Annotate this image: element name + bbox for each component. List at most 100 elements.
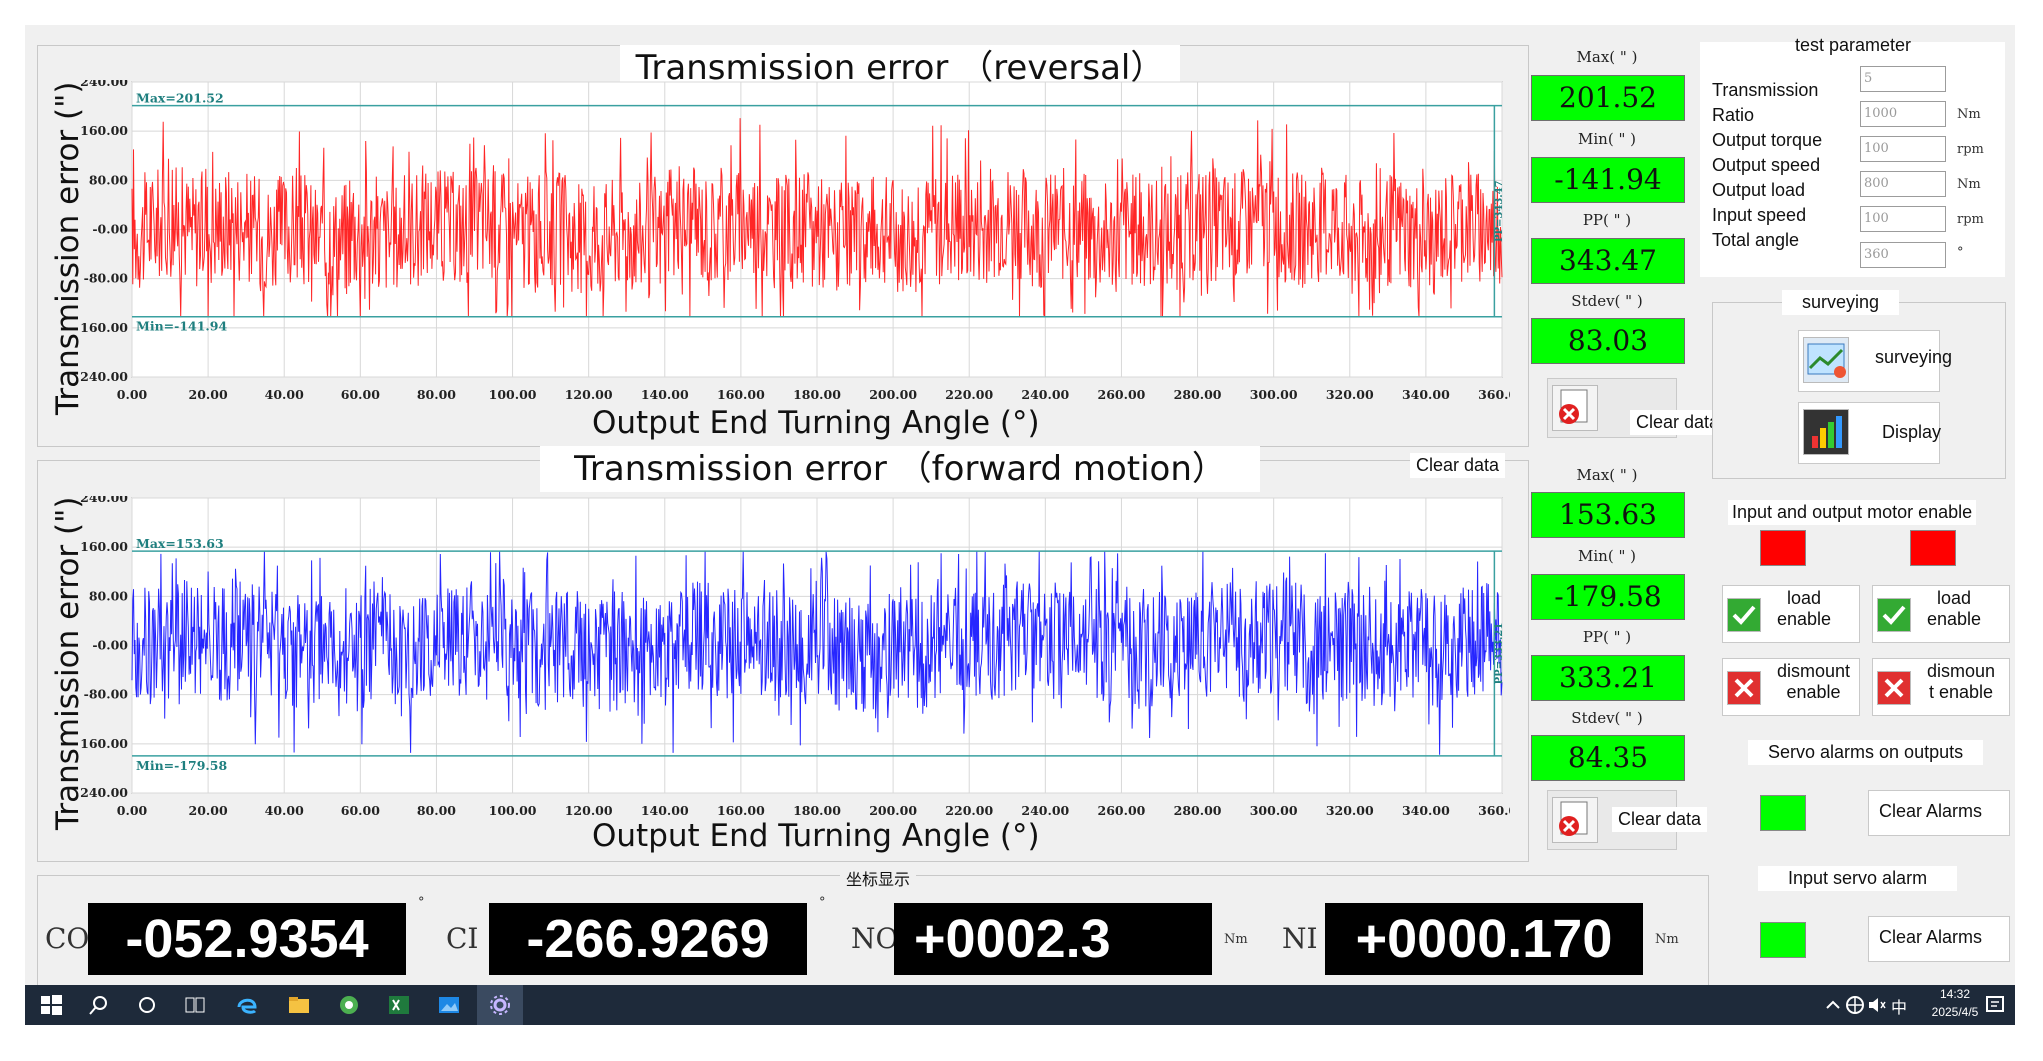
- y-tick-label: 80.00: [89, 172, 128, 187]
- chevron-up-icon[interactable]: [1821, 993, 1845, 1017]
- forward-clear-data-top-label[interactable]: Clear data: [1410, 453, 1506, 478]
- reversal-pp-value: 343.47: [1531, 238, 1685, 284]
- network-icon[interactable]: [1843, 993, 1867, 1017]
- ni-unit: Nm: [1655, 932, 1679, 947]
- file-explorer-icon[interactable]: [287, 993, 311, 1017]
- y-tick-label: 240.00: [80, 80, 128, 89]
- transmission-ratio-input[interactable]: 5: [1860, 66, 1946, 92]
- x-tick-label: 260.00: [1098, 803, 1146, 818]
- reversal-stdev-label: Stdev( " ): [1571, 292, 1643, 310]
- volume-icon[interactable]: [1865, 993, 1889, 1017]
- param-label-transmission: Transmission: [1712, 80, 1819, 100]
- test-parameter-header: test parameter: [1795, 35, 1912, 55]
- browser-icon[interactable]: [337, 993, 361, 1017]
- clear-data-icon: [1552, 797, 1598, 843]
- data-series-line: [131, 551, 1503, 755]
- x-tick-label: 300.00: [1250, 803, 1298, 818]
- x-tick-label: 100.00: [489, 803, 537, 818]
- x-tick-label: 200.00: [869, 803, 917, 818]
- param-label-output-load: Output load: [1712, 180, 1806, 200]
- forward-stdev-label: Stdev( " ): [1571, 709, 1643, 727]
- forward-chart-title: Transmission error （forward motion）: [540, 446, 1260, 492]
- ci-readout: -266.9269: [489, 903, 807, 975]
- input-speed-input[interactable]: 100: [1860, 206, 1946, 232]
- y-tick-label: -160.00: [80, 736, 128, 751]
- ime-indicator[interactable]: 中: [1891, 998, 1908, 1017]
- photos-icon[interactable]: [437, 993, 461, 1017]
- dismount-enable-label: dismount enable: [1777, 661, 1851, 702]
- input-load-enable-button[interactable]: load enable: [1722, 585, 1860, 643]
- param-label-ratio: Ratio: [1712, 105, 1755, 125]
- x-tick-label: 260.00: [1098, 387, 1146, 402]
- output-speed-input[interactable]: 100: [1860, 136, 1946, 162]
- max-marker-label: Max=201.52: [136, 91, 224, 106]
- clock-date[interactable]: 2025/4/5: [1931, 1005, 1979, 1019]
- taskbar: 中 14:32 2025/4/5: [25, 985, 2015, 1025]
- co-unit: °: [418, 895, 425, 910]
- input-motor-status-led: [1760, 530, 1806, 566]
- reversal-x-axis-label: Output End Turning Angle (°): [592, 405, 1040, 441]
- output-load-input[interactable]: 800: [1860, 171, 1946, 197]
- task-view-icon[interactable]: [183, 993, 207, 1017]
- co-readout: -052.9354: [88, 903, 406, 975]
- x-icon: [1727, 671, 1761, 705]
- x-tick-label: 320.00: [1326, 387, 1374, 402]
- y-tick-label: -0.00: [92, 222, 128, 237]
- surveying-button-label[interactable]: surveying: [1875, 347, 1953, 367]
- surveying-chart-icon: [1803, 337, 1849, 383]
- x-tick-label: 60.00: [341, 803, 380, 818]
- x-tick-label: 220.00: [945, 803, 993, 818]
- bar-chart-icon: [1803, 409, 1849, 455]
- reversal-clear-data-label[interactable]: Clear data: [1630, 410, 1726, 435]
- display-button[interactable]: [1798, 402, 1940, 464]
- reversal-max-value: 201.52: [1531, 75, 1685, 121]
- forward-clear-data-label[interactable]: Clear data: [1612, 807, 1708, 832]
- y-tick-label: -240.00: [80, 369, 128, 384]
- clear-input-alarms-button[interactable]: Clear Alarms: [1868, 916, 2010, 962]
- pp-marker-label: PP=343.47: [1494, 180, 1505, 242]
- forward-max-label: Max( " ): [1576, 466, 1638, 484]
- y-tick-label: -80.00: [84, 271, 129, 286]
- search-icon[interactable]: [87, 993, 111, 1017]
- ni-readout: +0000.170: [1325, 903, 1643, 975]
- y-tick-label: 160.00: [80, 539, 128, 554]
- total-angle-unit: °: [1957, 245, 1964, 260]
- edge-icon[interactable]: [235, 993, 259, 1017]
- cortana-icon[interactable]: [135, 993, 159, 1017]
- x-tick-label: 160.00: [717, 387, 765, 402]
- clock-time[interactable]: 14:32: [1939, 987, 1971, 1001]
- total-angle-input[interactable]: 360: [1860, 242, 1946, 268]
- y-tick-label: -0.00: [92, 638, 128, 653]
- windows-start-icon[interactable]: [39, 993, 63, 1017]
- output-load-enable-button[interactable]: load enable: [1872, 585, 2010, 643]
- x-tick-label: 140.00: [641, 387, 689, 402]
- forward-pp-value: 333.21: [1531, 655, 1685, 701]
- input-dismount-enable-button[interactable]: dismount enable: [1722, 658, 1860, 716]
- x-tick-label: 180.00: [793, 387, 841, 402]
- ci-unit: °: [819, 895, 826, 910]
- param-label-output-speed: Output speed: [1712, 155, 1821, 175]
- x-icon: [1877, 671, 1911, 705]
- settings-gear-icon: [490, 995, 510, 1015]
- clear-output-alarms-button[interactable]: Clear Alarms: [1868, 790, 2010, 836]
- x-tick-label: 40.00: [265, 803, 304, 818]
- motor-enable-header: Input and output motor enable: [1728, 500, 1977, 525]
- active-app-highlight[interactable]: [477, 985, 523, 1025]
- notifications-icon[interactable]: [1983, 993, 2007, 1017]
- min-marker-label: Min=-141.94: [136, 319, 227, 334]
- display-button-label[interactable]: Display: [1882, 422, 1942, 442]
- surveying-button[interactable]: [1798, 330, 1940, 392]
- x-tick-label: 340.00: [1402, 387, 1450, 402]
- output-dismount-enable-button[interactable]: dismoun t enable: [1872, 658, 2010, 716]
- excel-icon[interactable]: [387, 993, 411, 1017]
- min-marker-label: Min=-179.58: [136, 758, 227, 773]
- reversal-pp-label: PP( " ): [1582, 211, 1632, 229]
- load-enable-label: load enable: [1927, 588, 1982, 629]
- test-parameter-panel: [1700, 42, 2005, 277]
- forward-plot: 0.00 20.00 40.00 60.00 80.00 100.00 120.00 140.…: [80, 496, 1510, 818]
- forward-pp-label: PP( " ): [1582, 628, 1632, 646]
- output-torque-input[interactable]: 1000: [1860, 101, 1946, 127]
- x-tick-label: 320.00: [1326, 803, 1374, 818]
- forward-min-value: -179.58: [1531, 574, 1685, 620]
- x-tick-label: 200.00: [869, 387, 917, 402]
